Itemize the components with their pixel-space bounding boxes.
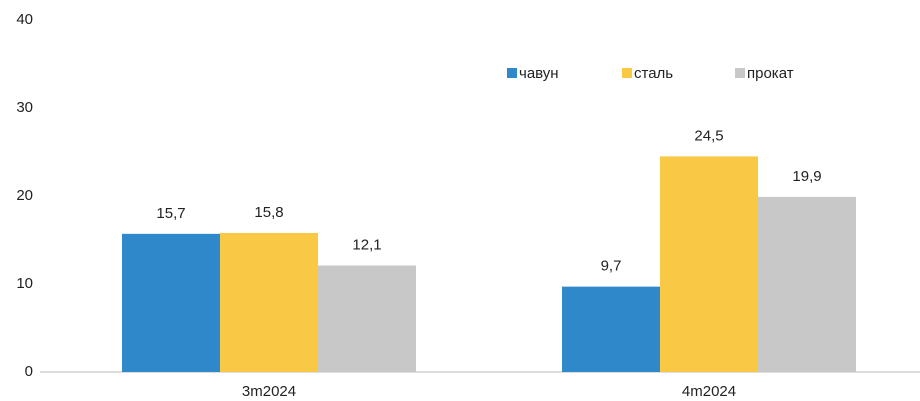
value-label: 12,1: [352, 236, 381, 253]
y-tick-label: 30: [16, 99, 33, 116]
value-label: 9,7: [601, 258, 622, 275]
y-tick-label: 20: [16, 187, 33, 204]
bar: [318, 265, 416, 372]
legend-label: прокат: [747, 65, 794, 82]
x-tick-label: 4m2024: [682, 383, 736, 400]
legend-label: чавун: [519, 65, 559, 82]
x-tick-label: 3m2024: [242, 383, 296, 400]
value-label: 15,8: [254, 204, 283, 221]
y-tick-label: 10: [16, 275, 33, 292]
bar: [660, 156, 758, 372]
value-label: 24,5: [694, 127, 723, 144]
y-tick-label: 40: [16, 11, 33, 28]
bar: [220, 232, 318, 372]
value-label: 15,7: [156, 205, 185, 222]
y-tick-label: 0: [25, 363, 33, 380]
bar: [562, 286, 660, 372]
legend-swatch: [507, 68, 517, 78]
legend-label: сталь: [634, 65, 673, 82]
legend-swatch: [622, 68, 632, 78]
bar: [758, 196, 856, 372]
value-label: 19,9: [792, 168, 821, 185]
legend-swatch: [735, 68, 745, 78]
bar: [122, 233, 220, 372]
